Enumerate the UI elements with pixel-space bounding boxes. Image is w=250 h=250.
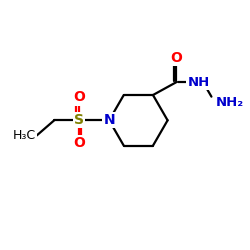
Text: O: O — [170, 51, 182, 65]
Text: N: N — [103, 113, 115, 127]
Text: NH₂: NH₂ — [216, 96, 244, 108]
Text: NH: NH — [188, 76, 210, 89]
Text: O: O — [73, 90, 85, 104]
Text: H₃C: H₃C — [13, 129, 36, 142]
Text: S: S — [74, 113, 84, 127]
Text: O: O — [73, 136, 85, 150]
